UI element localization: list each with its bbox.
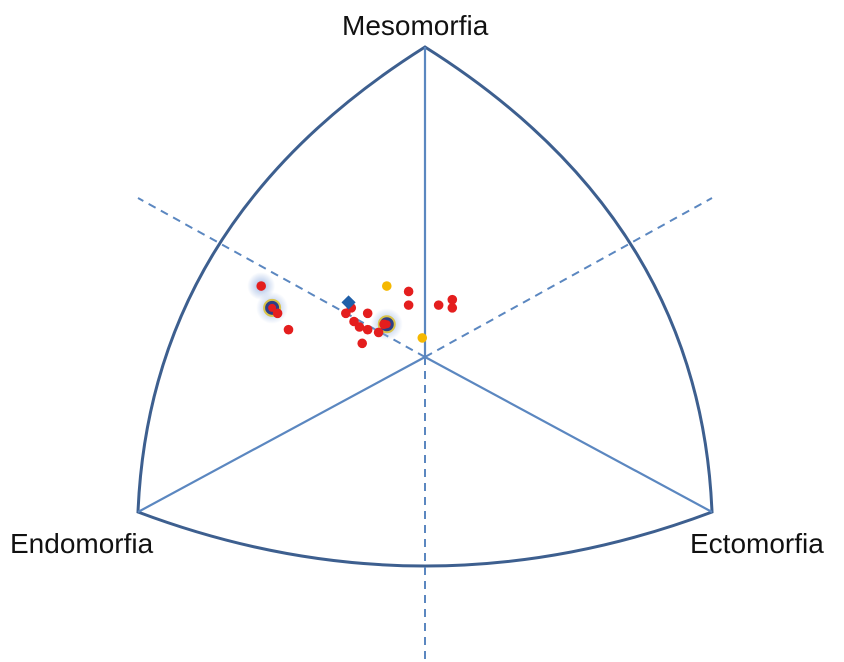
red-point bbox=[362, 308, 373, 319]
ectomorfia-label: Ectomorfia bbox=[690, 528, 824, 559]
chart-frame bbox=[136, 45, 714, 568]
axis-ectomorfia bbox=[424, 356, 713, 513]
dashed-axis-right bbox=[424, 197, 713, 358]
red-point bbox=[403, 286, 414, 297]
red-point bbox=[379, 319, 389, 330]
highlight-point bbox=[268, 303, 277, 312]
mesomorfia-label: Mesomorfia bbox=[342, 10, 489, 41]
axis-endomorfia bbox=[137, 356, 426, 513]
red-point bbox=[403, 300, 414, 310]
dashed-axis-left bbox=[137, 197, 426, 358]
blue-diamond-point bbox=[341, 295, 356, 310]
red-point bbox=[272, 308, 283, 319]
yellow-point bbox=[417, 333, 428, 343]
red-point bbox=[362, 324, 373, 335]
red-point bbox=[256, 281, 267, 291]
red-point bbox=[283, 324, 294, 335]
red-point bbox=[357, 338, 368, 349]
red-point bbox=[433, 300, 444, 310]
red-point bbox=[447, 303, 458, 313]
points-layer bbox=[247, 272, 458, 349]
red-point bbox=[373, 327, 384, 338]
red-point bbox=[447, 294, 458, 305]
yellow-point bbox=[381, 281, 392, 291]
endomorfia-label: Endomorfia bbox=[10, 528, 154, 559]
red-point bbox=[354, 322, 365, 332]
